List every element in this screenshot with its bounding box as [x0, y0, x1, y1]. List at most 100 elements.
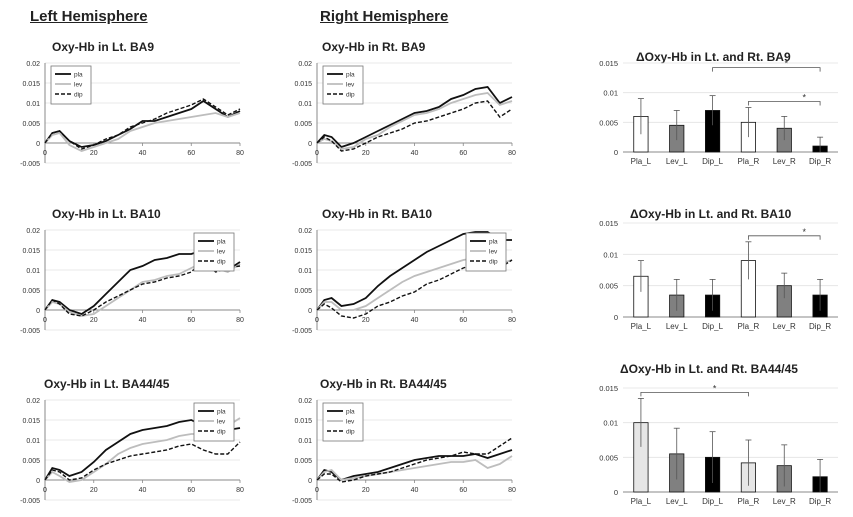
x-category-label: Dip_L — [702, 157, 723, 166]
y-tick-label: -0.005 — [20, 161, 40, 168]
x-category-label: Lev_R — [773, 497, 796, 506]
x-tick-label: 40 — [411, 150, 419, 157]
x-tick-label: 60 — [459, 487, 467, 494]
legend-label-pla: pla — [346, 72, 355, 79]
significance-star: * — [802, 93, 806, 103]
y-tick-label: 0.015 — [294, 81, 312, 88]
bar-chart-delta-ba44-45: 0 0.005 0.01 0.015 Pla_L Lev_L Dip_L Pla_R Lev_R… — [599, 383, 838, 506]
x-tick-label: 80 — [236, 487, 244, 494]
y-tick-label: -0.005 — [292, 498, 312, 505]
x-category-label: Lev_R — [773, 322, 796, 331]
significance-star: * — [785, 59, 789, 69]
chart-title-lt-ba9: Oxy-Hb in Lt. BA9 — [52, 40, 155, 54]
series-line-dip — [316, 100, 513, 152]
right-hemisphere-header: Right Hemisphere — [320, 8, 449, 25]
legend-label-dip: dip — [346, 92, 355, 99]
legend-label-dip: dip — [346, 429, 355, 436]
legend-label-pla: pla — [217, 409, 226, 416]
series-line-dip — [316, 259, 513, 319]
x-tick-label: 0 — [43, 487, 47, 494]
legend-box — [322, 402, 364, 442]
y-tick-label: 0.005 — [22, 121, 40, 128]
y-tick-label: 0.01 — [603, 419, 618, 428]
series-line-lev — [316, 92, 513, 150]
series-line-pla — [44, 99, 241, 148]
legend-label-pla: pla — [74, 72, 83, 79]
x-category-label: Lev_L — [666, 497, 688, 506]
x-category-label: Lev_R — [773, 157, 796, 166]
legend-label-dip: dip — [489, 259, 498, 266]
series-line-dip — [44, 98, 241, 150]
significance-star: * — [802, 227, 806, 237]
legend-label-lev: lev — [217, 249, 226, 256]
x-tick-label: 0 — [315, 150, 319, 157]
x-tick-label: 60 — [459, 317, 467, 324]
chart-title-delta-ba10: ΔOxy-Hb in Lt. and Rt. BA10 — [630, 207, 792, 221]
y-tick-label: 0 — [36, 141, 40, 148]
y-tick-label: 0.015 — [599, 219, 618, 228]
significance-bracket — [748, 235, 821, 240]
y-tick-label: 0.015 — [294, 248, 312, 255]
y-tick-label: 0.01 — [26, 268, 40, 275]
x-tick-label: 20 — [362, 317, 370, 324]
y-tick-label: 0.015 — [294, 418, 312, 425]
y-tick-label: 0 — [308, 308, 312, 315]
y-tick-label: 0.02 — [298, 61, 312, 68]
y-tick-label: 0 — [308, 141, 312, 148]
x-tick-label: 80 — [508, 487, 516, 494]
x-tick-label: 80 — [508, 150, 516, 157]
y-tick-label: 0.01 — [26, 438, 40, 445]
y-tick-label: 0.015 — [22, 81, 40, 88]
legend-label-lev: lev — [74, 82, 83, 89]
y-tick-label: 0.01 — [26, 101, 40, 108]
legend-box — [193, 232, 235, 272]
legend-label-lev: lev — [346, 419, 355, 426]
y-tick-label: 0.005 — [599, 282, 618, 291]
chart-title-rt-ba10: Oxy-Hb in Rt. BA10 — [322, 207, 433, 221]
y-tick-label: -0.005 — [292, 161, 312, 168]
chart-title-delta-ba9: ΔOxy-Hb in Lt. and Rt. BA9 — [636, 50, 791, 64]
legend-label-lev: lev — [489, 249, 498, 256]
x-category-label: Dip_R — [809, 322, 831, 331]
left-hemisphere-header: Left Hemisphere — [30, 8, 148, 25]
legend-box — [465, 232, 507, 272]
x-tick-label: 20 — [362, 487, 370, 494]
chart-title-rt-ba9: Oxy-Hb in Rt. BA9 — [322, 40, 426, 54]
legend-label-lev: lev — [217, 419, 226, 426]
y-tick-label: -0.005 — [292, 328, 312, 335]
x-category-label: Dip_L — [702, 322, 723, 331]
legend-label-pla: pla — [217, 239, 226, 246]
series-line-lev — [44, 112, 241, 152]
x-tick-label: 40 — [139, 487, 147, 494]
chart-title-rt-ba44-45: Oxy-Hb in Rt. BA44/45 — [320, 377, 447, 391]
y-tick-label: 0.01 — [298, 101, 312, 108]
x-tick-label: 80 — [236, 317, 244, 324]
x-category-label: Pla_L — [631, 322, 652, 331]
y-tick-label: 0.01 — [603, 89, 618, 98]
y-tick-label: 0.02 — [298, 228, 312, 235]
x-tick-label: 20 — [90, 317, 98, 324]
significance-star: * — [713, 383, 717, 393]
y-tick-label: 0 — [614, 313, 618, 322]
y-tick-label: 0.015 — [599, 384, 618, 393]
legend-box — [193, 402, 235, 442]
x-category-label: Pla_L — [631, 157, 652, 166]
x-tick-label: 40 — [139, 150, 147, 157]
y-tick-label: 0.02 — [298, 398, 312, 405]
y-tick-label: 0.02 — [26, 61, 40, 68]
y-tick-label: 0.01 — [298, 438, 312, 445]
chart-title-lt-ba10: Oxy-Hb in Lt. BA10 — [52, 207, 161, 221]
x-tick-label: 20 — [90, 487, 98, 494]
significance-bracket — [712, 67, 821, 72]
y-tick-label: 0.02 — [26, 398, 40, 405]
y-tick-label: 0.005 — [22, 458, 40, 465]
x-tick-label: 0 — [315, 487, 319, 494]
x-tick-label: 60 — [187, 150, 195, 157]
x-tick-label: 0 — [315, 317, 319, 324]
x-category-label: Dip_L — [702, 497, 723, 506]
y-tick-label: -0.005 — [20, 498, 40, 505]
y-tick-label: 0.01 — [298, 268, 312, 275]
y-tick-label: 0.005 — [294, 121, 312, 128]
series-line-dip — [316, 437, 513, 483]
